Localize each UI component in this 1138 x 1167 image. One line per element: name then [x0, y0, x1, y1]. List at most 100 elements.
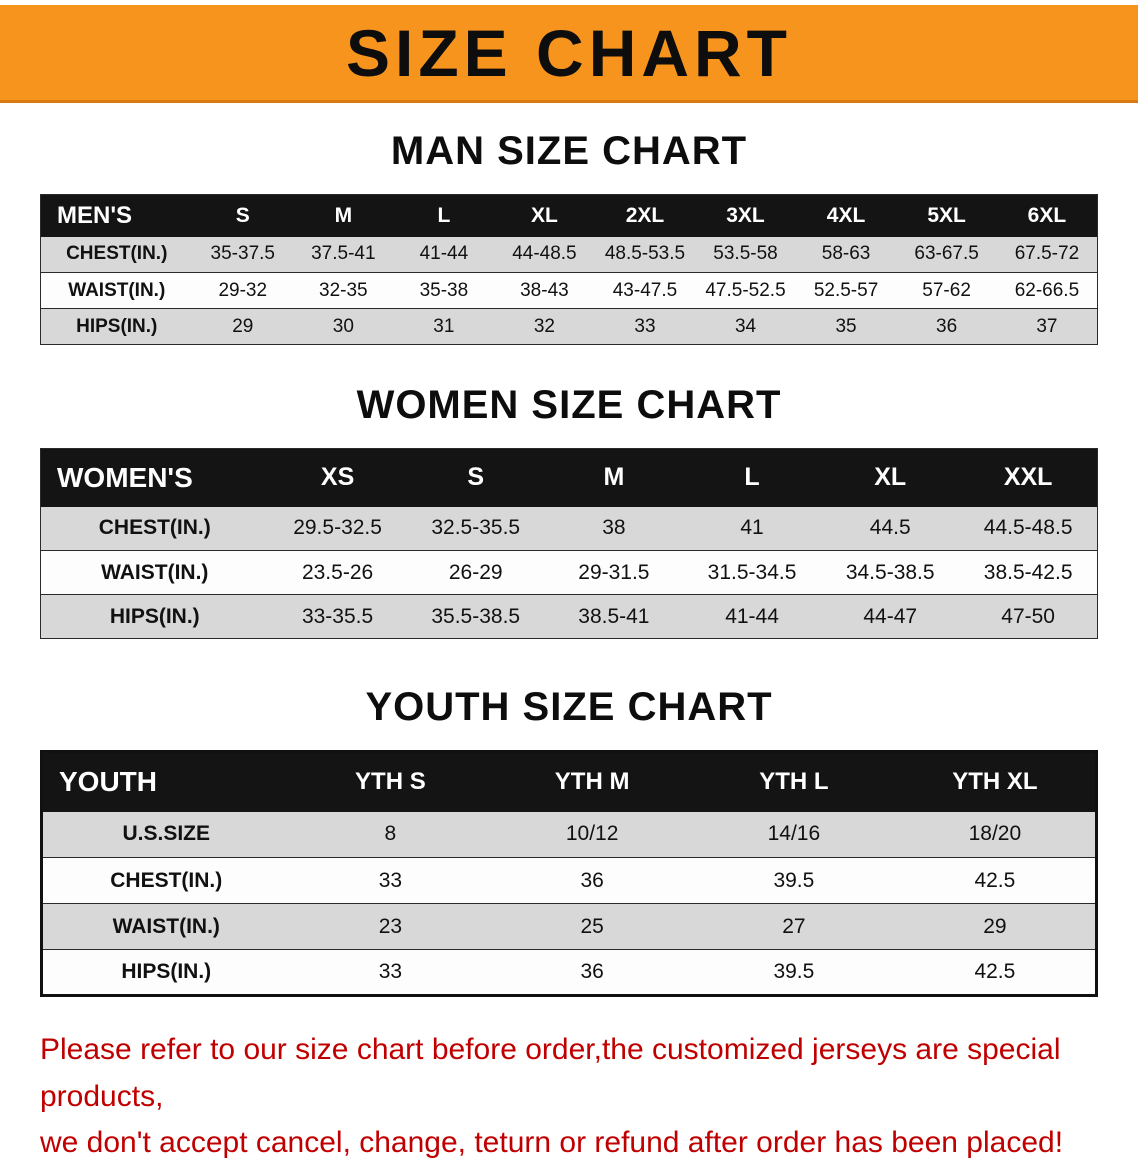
- table-header-row: MEN'S S M L XL 2XL 3XL 4XL 5XL 6XL: [40, 194, 1098, 237]
- size-value-cell: 44-47: [863, 604, 918, 628]
- size-value-cell: 32.5-35.5: [431, 516, 521, 540]
- measurement-label-cell: HIPS(IN.): [121, 960, 212, 983]
- size-value-cell: 33-35.5: [301, 604, 374, 628]
- size-value-cell: 33: [378, 868, 403, 892]
- size-value-cell: 41: [740, 516, 764, 540]
- size-value-cell: 38.5-41: [578, 604, 650, 628]
- size-value-cell: 39.5: [773, 868, 815, 892]
- size-column-header: XL: [874, 463, 907, 492]
- measurement-label-cell: WAIST(IN.): [101, 560, 209, 584]
- size-value-cell: 48.5-53.5: [604, 243, 686, 265]
- size-value-cell: 42.5: [974, 960, 1016, 983]
- size-value-cell: 35: [835, 315, 857, 337]
- disclaimer: Please refer to our size chart before or…: [40, 1027, 1118, 1167]
- size-value-cell: 29-31.5: [578, 560, 650, 584]
- size-value-cell: 8: [384, 822, 397, 846]
- size-value-cell: 18/20: [968, 822, 1022, 846]
- table-header-row: WOMEN'S XS S M L XL XXL: [40, 448, 1098, 507]
- size-value-cell: 36: [936, 315, 958, 337]
- size-column-header: YTH L: [759, 768, 829, 796]
- page-title: SIZE CHART: [346, 15, 792, 90]
- size-value-cell: 41-44: [419, 243, 469, 265]
- womens-section-heading: WOMEN SIZE CHART: [356, 383, 782, 427]
- size-column-header: 5XL: [927, 203, 966, 227]
- size-column-header: 6XL: [1027, 203, 1067, 227]
- size-value-cell: 44.5: [869, 516, 911, 540]
- banner: SIZE CHART: [0, 5, 1138, 103]
- section-womens: WOMEN SIZE CHART WOMEN'S XS S M L XL XXL CHEST(…: [0, 383, 1138, 639]
- measurement-label-cell: CHEST(IN.): [98, 516, 211, 540]
- table-row: CHEST(IN.) 29.5-32.5 32.5-35.5 38 41 44.5 44.5…: [40, 506, 1098, 551]
- womens-size-table: WOMEN'S XS S M L XL XXL CHEST(IN.) 29.5-32.5 32.5…: [40, 448, 1098, 639]
- table-row: HIPS(IN.) 33-35.5 35.5-38.5 38.5-41 41-44 44-…: [40, 594, 1098, 639]
- size-column-header: 2XL: [625, 203, 665, 227]
- table-title-cell: WOMEN'S: [57, 461, 193, 493]
- size-column-header: S: [235, 203, 250, 227]
- size-value-cell: 32-35: [319, 279, 368, 301]
- size-column-header: M: [603, 463, 625, 492]
- size-column-header: YTH XL: [952, 768, 1038, 796]
- disclaimer-line-2: we don't accept cancel, change, teturn o…: [40, 1126, 1064, 1159]
- size-value-cell: 41-44: [725, 604, 779, 628]
- size-value-cell: 26-29: [448, 560, 503, 584]
- size-value-cell: 33: [378, 960, 403, 983]
- size-value-cell: 14/16: [767, 822, 821, 846]
- table-row: CHEST(IN.) 33 36 39.5 42.5: [41, 857, 1097, 904]
- size-value-cell: 25: [580, 914, 604, 938]
- size-value-cell: 38.5-42.5: [983, 560, 1073, 584]
- size-value-cell: 37: [1036, 315, 1058, 337]
- size-value-cell: 34: [734, 315, 757, 337]
- size-column-header: YTH S: [355, 768, 426, 796]
- size-chart-page: SIZE CHART MAN SIZE CHART MEN'S S M L XL 2XL 3…: [0, 5, 1138, 1167]
- measurement-label-cell: WAIST(IN.): [112, 914, 220, 938]
- size-value-cell: 39.5: [773, 960, 815, 983]
- size-value-cell: 44.5-48.5: [983, 516, 1073, 540]
- table-title-cell: YOUTH: [59, 766, 157, 798]
- size-value-cell: 36: [580, 868, 604, 892]
- size-value-cell: 38: [602, 516, 626, 540]
- size-column-header: L: [744, 463, 760, 492]
- size-value-cell: 62-66.5: [1014, 279, 1080, 301]
- size-column-header: 3XL: [726, 203, 765, 227]
- size-value-cell: 29-32: [218, 279, 268, 301]
- size-value-cell: 37.5-41: [311, 243, 376, 265]
- size-value-cell: 33: [634, 315, 656, 337]
- measurement-label-cell: HIPS(IN.): [76, 315, 158, 337]
- youth-size-table: YOUTH YTH S YTH M YTH L YTH XL U.S.SIZE 8 10/12…: [40, 750, 1098, 997]
- size-value-cell: 47-50: [1001, 604, 1055, 628]
- size-column-header: XXL: [1003, 463, 1053, 492]
- disclaimer-line-1: Please refer to our size chart before or…: [40, 1033, 1061, 1113]
- size-column-header: S: [467, 463, 485, 492]
- mens-size-table: MEN'S S M L XL 2XL 3XL 4XL 5XL 6XL CHEST(IN.) 35-37…: [40, 194, 1098, 345]
- size-value-cell: 29.5-32.5: [293, 516, 382, 540]
- mens-section-heading: MAN SIZE CHART: [390, 129, 748, 173]
- measurement-label-cell: U.S.SIZE: [122, 822, 211, 846]
- size-value-cell: 35-37.5: [210, 243, 275, 265]
- table-row: WAIST(IN.) 23 25 27 29: [41, 903, 1097, 950]
- size-value-cell: 35.5-38.5: [431, 604, 521, 628]
- size-column-header: XS: [320, 463, 355, 492]
- youth-section-heading: YOUTH SIZE CHART: [365, 685, 773, 729]
- section-youth: YOUTH SIZE CHART YOUTH YTH S YTH M YTH L YTH…: [0, 685, 1138, 997]
- size-value-cell: 23: [378, 914, 403, 938]
- size-value-cell: 53.5-58: [713, 243, 778, 265]
- section-mens: MAN SIZE CHART MEN'S S M L XL 2XL 3XL 4XL 5XL 6XL…: [0, 129, 1138, 345]
- size-column-header: M: [334, 203, 353, 227]
- size-value-cell: 29: [232, 315, 254, 337]
- table-header-row: YOUTH YTH S YTH M YTH L YTH XL: [41, 751, 1097, 812]
- size-value-cell: 52.5-57: [813, 279, 879, 301]
- size-value-cell: 57-62: [922, 279, 971, 301]
- table-row: HIPS(IN.) 33 36 39.5 42.5: [41, 949, 1097, 996]
- measurement-label-cell: CHEST(IN.): [66, 243, 168, 265]
- size-value-cell: 34.5-38.5: [845, 560, 935, 584]
- size-value-cell: 31: [433, 315, 455, 337]
- size-value-cell: 31.5-34.5: [707, 560, 797, 584]
- size-value-cell: 35-38: [419, 279, 469, 301]
- size-value-cell: 58-63: [821, 243, 871, 265]
- size-value-cell: 47.5-52.5: [705, 279, 786, 301]
- size-value-cell: 42.5: [974, 868, 1016, 892]
- size-value-cell: 44-48.5: [512, 243, 577, 265]
- size-column-header: YTH M: [554, 768, 630, 796]
- table-row: HIPS(IN.) 29 30 31 32 33 34 35 36 37: [40, 308, 1098, 345]
- size-value-cell: 23.5-26: [301, 560, 374, 584]
